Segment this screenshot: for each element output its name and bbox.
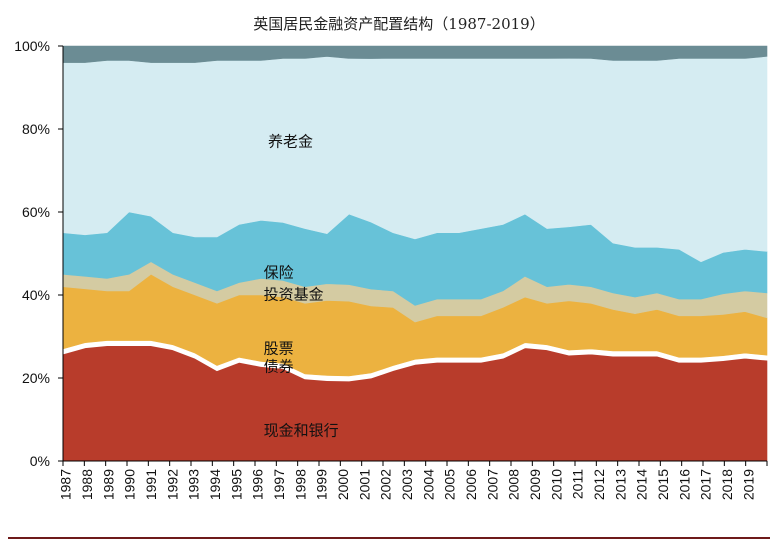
y-axis: 0% 20% 40% 60% 80% 100% <box>14 38 64 469</box>
x-tick-label: 1995 <box>228 469 244 500</box>
x-tick-label: 1992 <box>164 469 180 500</box>
x-tick-label: 2000 <box>335 469 351 500</box>
x-tick-label: 2002 <box>378 469 394 500</box>
x-tick-label: 1998 <box>292 469 308 500</box>
x-tick-label: 2019 <box>740 469 756 500</box>
x-tick-label: 1999 <box>314 469 330 500</box>
x-tick-label: 1989 <box>100 469 116 500</box>
y-tick-label: 60% <box>22 204 50 220</box>
y-tick-label: 20% <box>22 370 50 386</box>
label-保险: 保险 <box>264 263 294 281</box>
x-tick-label: 1987 <box>58 469 74 500</box>
x-tick-label: 1996 <box>250 469 266 500</box>
label-债券: 债券 <box>264 357 294 375</box>
x-axis: 1987 1988 1989 1990 1991 1992 1993 1994 1995 1996… <box>58 460 768 500</box>
x-tick-label: 1997 <box>271 469 287 500</box>
x-tick-label: 2017 <box>698 469 714 500</box>
area-其他 <box>62 45 768 63</box>
x-tick-label: 1988 <box>79 469 95 500</box>
x-tick-label: 2018 <box>719 469 735 500</box>
x-tick-label: 2014 <box>634 469 650 500</box>
x-tick-label: 2001 <box>356 469 372 500</box>
x-tick-label: 2007 <box>484 469 500 500</box>
x-tick-label: 1990 <box>122 469 138 500</box>
chart-title: 英国居民金融资产配置结构（1987-2019） <box>253 15 544 33</box>
x-tick-label: 2013 <box>612 469 628 500</box>
y-tick-label: 80% <box>22 121 50 137</box>
x-tick-label: 2011 <box>570 469 586 499</box>
x-tick-label: 2012 <box>591 469 607 500</box>
y-tick-label: 0% <box>30 453 50 469</box>
x-tick-label: 2010 <box>548 469 564 500</box>
y-tick-label: 100% <box>14 38 50 54</box>
x-tick-label: 2004 <box>420 469 436 500</box>
x-tick-label: 2015 <box>655 469 671 500</box>
x-tick-label: 2016 <box>676 469 692 500</box>
x-tick-label: 1994 <box>207 469 223 500</box>
x-tick-label: 1991 <box>143 469 159 500</box>
label-养老金: 养老金 <box>268 132 313 150</box>
x-tick-label: 2008 <box>506 469 522 500</box>
y-tick-label: 40% <box>22 287 50 303</box>
x-tick-label: 2005 <box>442 469 458 500</box>
label-投资基金: 投资基金 <box>264 286 324 304</box>
x-tick-label: 2003 <box>399 469 415 500</box>
x-tick-label: 2006 <box>463 469 479 500</box>
x-tick-label: 2009 <box>527 469 543 500</box>
label-现金和银行: 现金和银行 <box>264 422 339 440</box>
x-tick-label: 1993 <box>186 469 202 500</box>
label-股票: 股票 <box>264 339 294 357</box>
stacked-areas <box>61 45 769 462</box>
